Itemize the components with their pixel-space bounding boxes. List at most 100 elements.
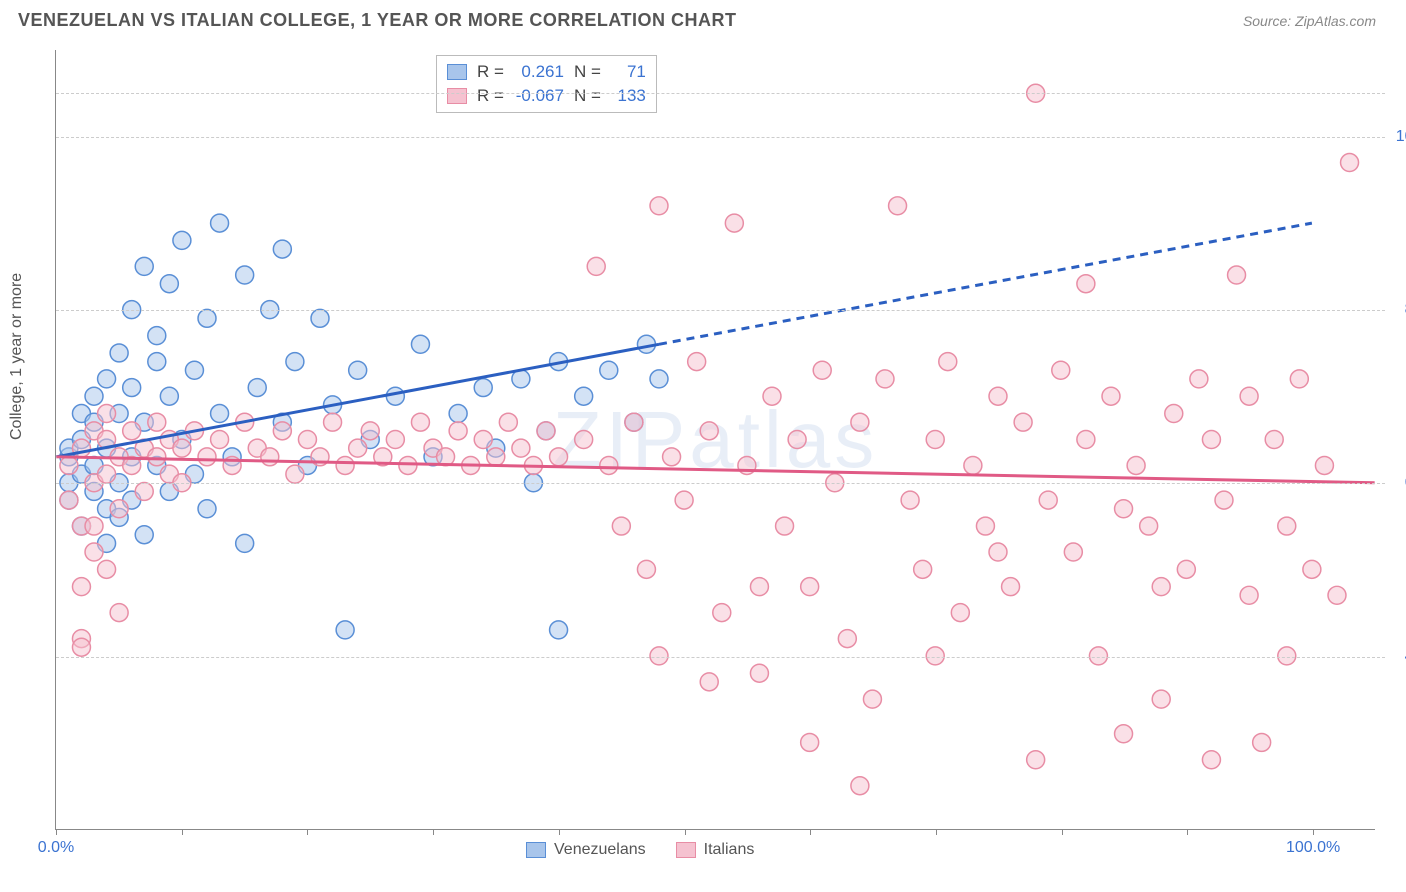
scatter-point (575, 387, 593, 405)
scatter-point (1077, 431, 1095, 449)
scatter-point (863, 690, 881, 708)
scatter-point (1240, 387, 1258, 405)
scatter-point (989, 387, 1007, 405)
scatter-point (1290, 370, 1308, 388)
scatter-point (72, 638, 90, 656)
x-tick (1187, 829, 1188, 835)
scatter-point (135, 257, 153, 275)
scatter-point (60, 491, 78, 509)
scatter-point (625, 413, 643, 431)
scatter-point (173, 439, 191, 457)
scatter-point (123, 379, 141, 397)
scatter-point (675, 491, 693, 509)
scatter-point (600, 456, 618, 474)
scatter-point (989, 543, 1007, 561)
scatter-point (1002, 578, 1020, 596)
series-swatch (447, 88, 467, 104)
scatter-point (713, 604, 731, 622)
scatter-point (286, 465, 304, 483)
stats-row: R = -0.067 N = 133 (447, 84, 646, 108)
scatter-point (725, 214, 743, 232)
scatter-point (750, 578, 768, 596)
scatter-point (211, 405, 229, 423)
scatter-point (298, 431, 316, 449)
scatter-point (776, 517, 794, 535)
scatter-point (1027, 751, 1045, 769)
scatter-point (1115, 500, 1133, 518)
scatter-point (449, 405, 467, 423)
scatter-point (336, 621, 354, 639)
stats-row: R = 0.261 N = 71 (447, 60, 646, 84)
scatter-point (261, 448, 279, 466)
scatter-point (1202, 431, 1220, 449)
r-label: R = (477, 84, 504, 108)
scatter-point (700, 673, 718, 691)
scatter-point (1115, 725, 1133, 743)
scatter-point (98, 370, 116, 388)
scatter-point (148, 448, 166, 466)
legend-label: Venezuelans (554, 841, 646, 859)
scatter-point (1165, 405, 1183, 423)
legend-item: Italians (676, 841, 755, 859)
scatter-point (135, 482, 153, 500)
r-value: -0.067 (514, 84, 564, 108)
scatter-point (361, 422, 379, 440)
scatter-point (1215, 491, 1233, 509)
chart-plot-area: ZIPatlas R = 0.261 N = 71 R = -0.067 N =… (55, 50, 1375, 830)
n-label: N = (574, 84, 601, 108)
scatter-point (399, 456, 417, 474)
scatter-point (474, 379, 492, 397)
scatter-point (976, 517, 994, 535)
scatter-point (1052, 361, 1070, 379)
scatter-point (550, 448, 568, 466)
scatter-point (650, 370, 668, 388)
x-tick (810, 829, 811, 835)
scatter-point (160, 275, 178, 293)
scatter-point (1152, 578, 1170, 596)
scatter-point (198, 309, 216, 327)
scatter-point (600, 361, 618, 379)
gridline (56, 93, 1385, 94)
scatter-point (110, 500, 128, 518)
scatter-point (198, 500, 216, 518)
legend-bottom: Venezuelans Italians (526, 841, 754, 859)
scatter-point (148, 413, 166, 431)
x-tick (685, 829, 686, 835)
scatter-point (1228, 266, 1246, 284)
r-label: R = (477, 60, 504, 84)
scatter-point (311, 309, 329, 327)
scatter-point (386, 387, 404, 405)
y-axis-label: College, 1 year or more (8, 273, 26, 440)
scatter-point (211, 214, 229, 232)
scatter-point (1202, 751, 1220, 769)
x-tick-label: 100.0% (1286, 839, 1340, 857)
scatter-point (550, 621, 568, 639)
scatter-point (1315, 456, 1333, 474)
scatter-point (349, 361, 367, 379)
scatter-point (85, 517, 103, 535)
x-tick (1313, 829, 1314, 835)
scatter-point (688, 353, 706, 371)
scatter-point (135, 526, 153, 544)
scatter-point (273, 422, 291, 440)
scatter-point (512, 439, 530, 457)
gridline (56, 483, 1385, 484)
n-value: 71 (611, 60, 646, 84)
scatter-point (876, 370, 894, 388)
scatter-point (185, 361, 203, 379)
scatter-point (801, 578, 819, 596)
scatter-point (801, 733, 819, 751)
scatter-point (1328, 586, 1346, 604)
scatter-point (286, 353, 304, 371)
scatter-point (851, 413, 869, 431)
gridline (56, 137, 1385, 138)
x-tick (559, 829, 560, 835)
x-tick (182, 829, 183, 835)
series-swatch (447, 64, 467, 80)
x-tick (433, 829, 434, 835)
x-tick (936, 829, 937, 835)
scatter-point (411, 335, 429, 353)
r-value: 0.261 (514, 60, 564, 84)
scatter-point (1253, 733, 1271, 751)
scatter-point (1341, 154, 1359, 172)
